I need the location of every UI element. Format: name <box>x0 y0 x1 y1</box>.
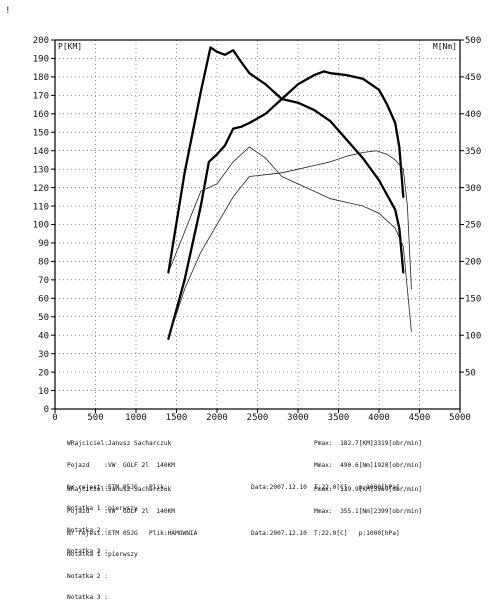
y-left-tick-label: 190 <box>33 55 49 65</box>
x-tick-label: 3500 <box>328 413 350 420</box>
y-left-tick-label: 110 <box>33 202 49 212</box>
y-right-tick-label: 50 <box>465 368 476 378</box>
y-left-tick-label: 120 <box>33 184 49 194</box>
x-tick-label: 4000 <box>368 413 390 420</box>
y-left-tick-label: 150 <box>33 128 49 138</box>
y-left-tick-label: 70 <box>38 276 49 286</box>
y-right-tick-label: 200 <box>465 258 481 268</box>
note-1-line: Notatka 1 :pierwszy <box>67 551 138 559</box>
note-3-line: Notatka 3 : <box>67 594 108 602</box>
x-tick-label: 2000 <box>206 413 228 420</box>
x-tick-label: 5000 <box>449 413 471 420</box>
owner-line: WRajciciel:Janusz Sacharczuk <box>67 440 172 448</box>
y-left-tick-label: 160 <box>33 110 49 120</box>
y-left-tick-label: 20 <box>38 368 49 378</box>
y-left-tick-label: 60 <box>38 295 49 305</box>
y-left-tick-label: 100 <box>33 221 49 231</box>
series-line-1 <box>167 70 405 341</box>
x-tick-label: 1500 <box>166 413 188 420</box>
x-tick-label: 500 <box>87 413 103 420</box>
x-tick-label: 1000 <box>125 413 147 420</box>
y-left-tick-label: 180 <box>33 73 49 83</box>
y-right-tick-label: 300 <box>465 184 481 194</box>
owner-line: WRajciciel:Janusz Sacharczuk <box>67 486 172 494</box>
y-left-tick-label: 0 <box>44 405 49 415</box>
y-right-tick-label: 350 <box>465 147 481 157</box>
left-axis-label: P[KM] <box>58 42 82 51</box>
x-tick-label: 4500 <box>409 413 431 420</box>
registration-line: Nr rejest.:ETM 05JG Plik:HAMOWNIA <box>67 529 198 537</box>
note-2-line: Notatka 2 : <box>67 572 108 580</box>
y-left-tick-label: 200 <box>33 36 49 46</box>
date-line: Data:2007.12.10 <box>251 529 307 537</box>
y-right-tick-label: 150 <box>465 295 481 305</box>
y-left-tick-label: 50 <box>38 313 49 323</box>
info-block-second: WRajciciel:Janusz Sacharczuk Pmax: 139.9[… <box>67 472 422 609</box>
y-left-tick-label: 30 <box>38 350 49 360</box>
registration-line: Nr rejest.:ETM 05JG Plik: <box>67 483 168 491</box>
y-right-tick-label: 100 <box>465 331 481 341</box>
pmax-line: Pmax: 182.7[KM]3319[obr/min] <box>314 440 423 448</box>
y-left-tick-label: 170 <box>33 92 49 102</box>
pmax-line: Pmax: 139.9[KM]3969[obr/min] <box>314 486 423 494</box>
vehicle-line: Pojazd :VW GOLF 2l 140KM <box>67 462 176 469</box>
x-tick-label: 3000 <box>287 413 309 420</box>
dyno-chart: 0 500 1000 1500 2000 2500 3000 3500 4000 4500 5000… <box>33 36 482 420</box>
conditions-line: T:22.0[C] p:1000[hPa] <box>314 483 400 491</box>
y-left-tick-label: 140 <box>33 147 49 157</box>
x-tick-label: 2500 <box>247 413 269 420</box>
y-left-tick-label: 40 <box>38 331 49 341</box>
series-line-2 <box>167 46 405 274</box>
x-tick-label: 0 <box>52 413 57 420</box>
y-right-tick-label: 250 <box>465 221 481 231</box>
note-1-line: Notatka 1 :pierwszy <box>67 505 138 513</box>
series-line-4 <box>167 146 412 332</box>
right-axis-label: M[Nm] <box>433 42 457 51</box>
conditions-line: T:22.0[C] p:1000[hPa] <box>314 529 400 537</box>
y-left-tick-label: 90 <box>38 239 49 249</box>
date-line: Data:2007.12.10 <box>251 483 307 491</box>
y-right-tick-label: 500 <box>465 36 481 46</box>
y-left-tick-label: 80 <box>38 258 49 268</box>
y-right-tick-label: 400 <box>465 110 481 120</box>
series-line-3 <box>167 150 412 340</box>
mmax-line: Mmax: 490.6[Nm]1920[obr/min] <box>314 462 423 469</box>
y-left-tick-label: 130 <box>33 165 49 175</box>
y-right-tick-label: 450 <box>465 73 481 83</box>
corner-mark: ! <box>6 6 10 16</box>
y-left-tick-label: 10 <box>38 387 49 397</box>
